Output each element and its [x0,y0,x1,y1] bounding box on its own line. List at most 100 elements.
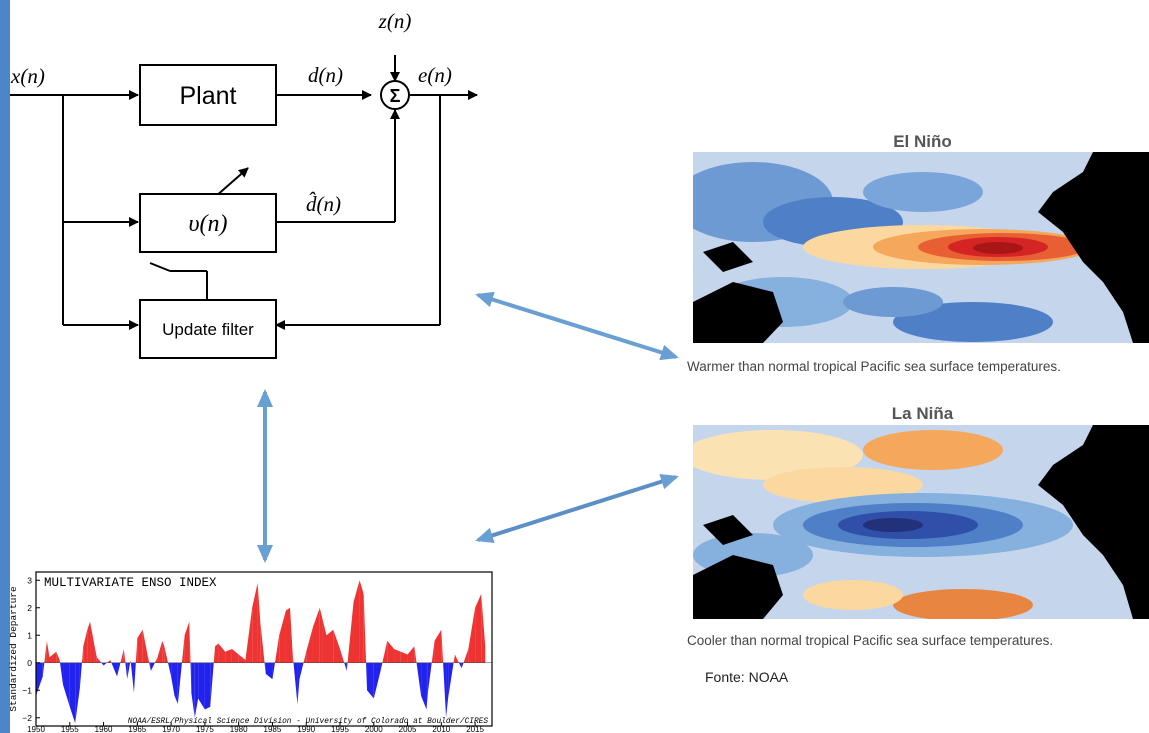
enso-area-segment [83,629,88,663]
enso-area-segment [443,662,447,718]
enso-area-segment [333,629,340,663]
y-tick-label: 1 [27,630,32,640]
enso-area-segment [225,649,232,663]
enso-area-segment [257,583,261,663]
enso-area-segment [127,662,131,680]
enso-area-segment [363,594,367,663]
summing-symbol: Σ [390,86,401,106]
enso-area-segment [133,662,136,693]
enso-area-segment [125,662,128,680]
enso-area-segment [96,657,102,663]
enso-area-segment [322,618,327,663]
enso-area-segment [87,621,91,663]
chart-frame [35,571,493,727]
source-note: Fonte: NOAA [705,669,789,685]
enso-area-segment [231,649,239,663]
enso-area-segment [245,607,253,663]
enso-area-segment [174,662,178,704]
enso-area-segment [407,646,415,663]
enso-area-segment [215,643,219,663]
enso-area-segment [475,594,482,663]
enso-area-segment [344,662,347,671]
enso-area-segment [142,629,148,663]
enso-area-segment [56,651,60,663]
el-nino-title: El Niño [893,132,952,151]
input-label: x(n) [10,64,45,88]
enso-area-segment [458,662,462,669]
enso-area-segment [81,646,84,663]
enso-area-segment [461,662,464,669]
enso-area-segment [149,662,151,671]
enso-area-segment [63,662,70,707]
enso-area-segment [468,607,476,663]
chart-credit: NOAA/ESRL/Physical Science Division - Un… [128,718,489,726]
enso-area-segment [147,654,150,663]
enso-area-segment [69,662,76,724]
enso-area-segment [137,629,143,663]
enso-index-chart: Standardized Departure MULTIVARIATE ENSO… [8,571,493,733]
enso-area-segment [135,638,138,663]
enso-area-segment [431,640,435,663]
enso-area-segment [274,635,280,663]
enso-area-segment [42,662,45,677]
diagram-lines [10,55,478,330]
enso-area-segment [326,629,334,663]
enso-area-segment [75,662,80,724]
enso-area-segment [285,607,291,663]
enso-area-segment [184,621,190,663]
x-tick-label: 2015 [466,725,484,733]
y-tick-label: 2 [27,603,32,613]
enso-area-segment [446,662,449,718]
enso-area-segment [157,640,163,663]
enso-area-segment [359,580,364,663]
update-filter-block [139,299,277,359]
enso-area-segment [340,649,345,663]
enso-area-segment [312,607,320,663]
enso-area-segment [79,662,82,688]
la-nina-caption: Cooler than normal tropical Pacific sea … [687,633,1054,648]
x-tick-label: 1950 [27,725,45,733]
enso-area-segment [292,654,294,663]
enso-area-segment [213,646,216,663]
enso-area-segment [346,662,348,671]
filter-label: υ(n) [189,211,228,237]
enso-area-segment [319,607,323,663]
enso-area-segment [481,594,486,663]
estimate-label: d̂(n) [306,192,341,216]
enso-area-segment [394,649,401,663]
enso-area-segment [454,654,459,663]
enso-area-segment [36,662,43,696]
enso-area-segment [367,662,374,699]
enso-area-segment [463,649,469,663]
enso-area-segment [94,643,97,663]
y-tick-label: −2 [22,713,32,723]
enso-area-segment [293,662,298,704]
enso-area-segment [414,646,417,663]
enso-area-segment [194,662,199,718]
x-tick-label: 1975 [196,725,214,733]
plant-block [139,64,277,126]
enso-area-segment [44,640,47,663]
enso-area-segment [279,610,286,663]
noise-label: z(n) [378,9,412,33]
summing-junction [380,80,410,110]
x-tick-label: 1960 [95,725,113,733]
chart-title: MULTIVARIATE ENSO INDEX [44,576,217,590]
x-tick-label: 2000 [365,725,383,733]
enso-area-segment [303,651,307,663]
enso-area-segment [198,662,205,710]
enso-area-segment [177,662,182,704]
adaptive-filter-block [139,193,277,253]
enso-area-segment [260,621,265,663]
enso-area-segment [150,662,155,671]
enso-area-segment [297,662,300,704]
error-label: e(n) [418,63,452,87]
update-filter-label: Update filter [162,320,254,339]
connector-chart-la-nina [475,473,679,544]
enso-area-segment [347,602,354,663]
enso-area-segment [272,662,275,680]
enso-area-segment [210,662,214,707]
enso-area-segment [106,660,111,663]
enso-area-segment [400,651,408,663]
enso-area-segment [366,662,368,691]
